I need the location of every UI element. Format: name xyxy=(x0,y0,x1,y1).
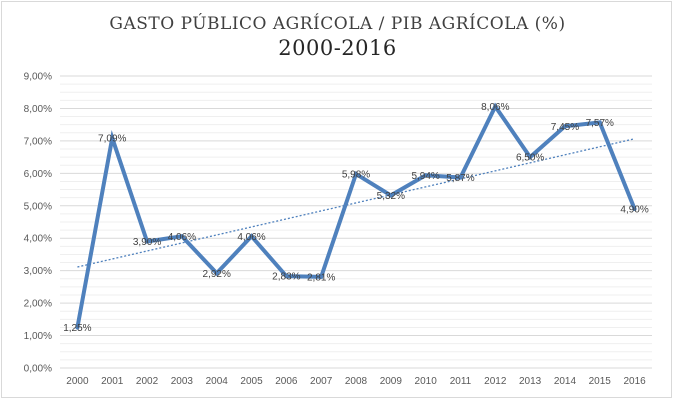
data-label: 7,57% xyxy=(586,118,614,129)
data-point xyxy=(354,171,358,176)
x-tick-label: 2013 xyxy=(519,376,542,387)
chart-title: GASTO PÚBLICO AGRÍCOLA / PIB AGRÍCOLA (%… xyxy=(109,14,566,34)
data-point xyxy=(214,271,219,276)
data-label: 5,94% xyxy=(411,171,439,182)
x-tick-label: 2011 xyxy=(450,376,472,387)
data-label: 3,90% xyxy=(133,237,161,248)
x-tick-label: 2005 xyxy=(240,376,263,387)
y-tick-label: 3,00% xyxy=(24,266,52,277)
data-point xyxy=(528,155,533,160)
y-tick-label: 4,00% xyxy=(24,234,52,245)
y-tick-label: 5,00% xyxy=(24,201,52,212)
data-label: 2,92% xyxy=(203,269,231,280)
data-point xyxy=(493,104,498,109)
data-label: 5,98% xyxy=(342,169,370,180)
chart-subtitle: 2000-2016 xyxy=(278,36,397,60)
x-tick-label: 2003 xyxy=(171,376,194,387)
y-tick-label: 7,00% xyxy=(24,136,52,147)
data-label: 7,45% xyxy=(551,122,579,133)
x-tick-label: 2010 xyxy=(415,376,438,387)
data-label: 5,32% xyxy=(377,191,405,202)
y-tick-label: 0,00% xyxy=(24,364,52,375)
series-line xyxy=(75,102,637,328)
x-tick-label: 2004 xyxy=(206,376,229,387)
x-tick-label: 2014 xyxy=(554,376,577,387)
trendline xyxy=(77,138,635,268)
data-point xyxy=(145,239,150,244)
data-point xyxy=(284,274,289,279)
x-tick-label: 2002 xyxy=(136,376,159,387)
x-tick-label: 2012 xyxy=(484,376,507,387)
x-tick-label: 2015 xyxy=(589,376,612,387)
data-point xyxy=(458,175,463,180)
x-tick-label: 2016 xyxy=(623,376,646,387)
x-tick-label: 2001 xyxy=(101,376,124,387)
data-point xyxy=(632,207,637,212)
data-label: 5,87% xyxy=(446,173,474,184)
y-tick-label: 2,00% xyxy=(24,299,52,310)
data-label: 6,50% xyxy=(516,153,544,164)
y-tick-label: 8,00% xyxy=(24,104,52,115)
data-point xyxy=(75,325,80,330)
y-tick-label: 9,00% xyxy=(24,72,52,83)
x-tick-label: 2008 xyxy=(345,376,368,387)
x-tick-label: 2006 xyxy=(275,376,298,387)
data-point xyxy=(562,124,567,129)
data-label: 2,83% xyxy=(272,272,300,283)
data-point xyxy=(597,120,602,125)
data-label: 8,06% xyxy=(481,102,509,113)
data-point xyxy=(423,173,428,178)
data-label: 4,06% xyxy=(237,232,265,243)
x-tick-label: 2000 xyxy=(66,376,89,387)
x-tick-label: 2009 xyxy=(380,376,403,387)
data-point xyxy=(249,234,254,239)
data-point xyxy=(179,234,184,239)
data-point xyxy=(319,274,324,279)
y-tick-label: 1,00% xyxy=(24,331,52,342)
data-label: 7,09% xyxy=(98,133,126,144)
data-point xyxy=(110,135,115,140)
data-label: 2,81% xyxy=(307,272,335,283)
data-label: 4,06% xyxy=(168,232,196,243)
y-tick-label: 6,00% xyxy=(24,169,52,180)
data-point xyxy=(388,193,393,198)
x-tick-label: 2007 xyxy=(310,376,333,387)
data-label: 4,90% xyxy=(620,205,648,216)
data-label: 1,25% xyxy=(63,323,91,334)
